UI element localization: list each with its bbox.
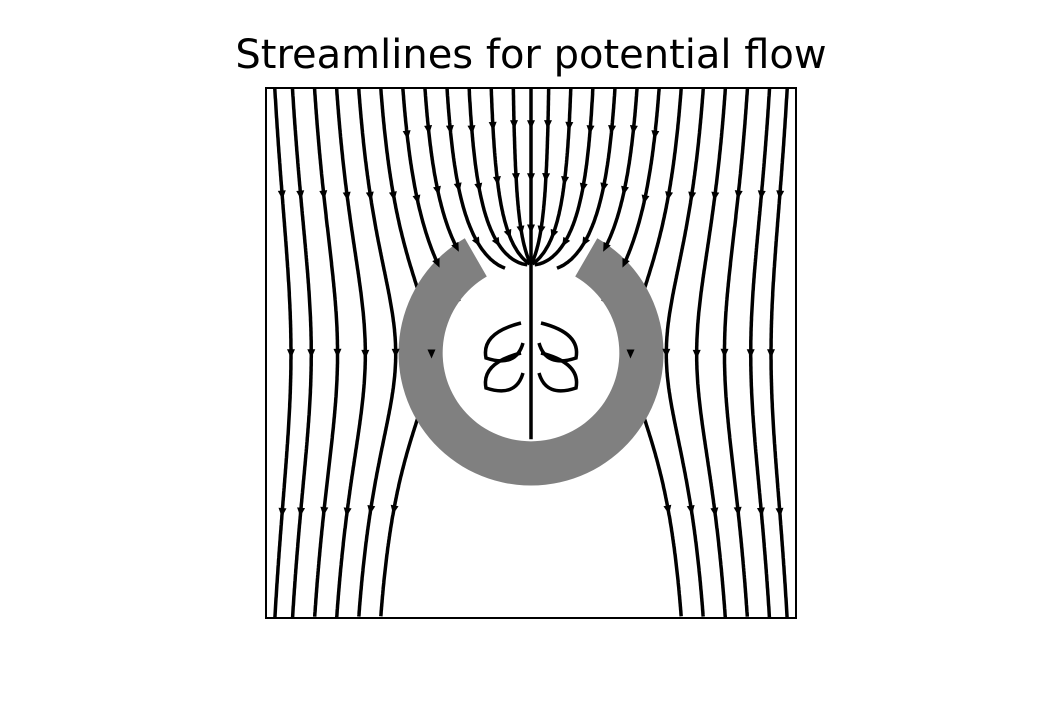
flow-arrow [278, 507, 287, 518]
flow-arrow [608, 125, 617, 135]
flow-arrow [527, 224, 535, 234]
flow-arrow [342, 191, 351, 202]
flow-arrow [582, 236, 591, 247]
flow-arrow [542, 172, 551, 183]
flow-arrow [343, 507, 352, 517]
flow-arrow [579, 182, 588, 193]
flow-arrow [503, 228, 512, 239]
annulus-shape [398, 238, 664, 486]
flow-arrow [720, 348, 729, 358]
flow-arrow [733, 506, 742, 517]
flow-arrow [665, 191, 674, 201]
flow-arrow [688, 191, 697, 201]
flow-arrow [622, 257, 630, 268]
flow-arrow [600, 182, 609, 192]
flow-arrow [711, 191, 720, 202]
flow-arrow [492, 176, 501, 186]
flow-arrow [307, 349, 316, 359]
flow-arrow [432, 257, 440, 268]
flow-arrow [296, 190, 305, 200]
flow-arrow [467, 125, 476, 135]
flow-arrow [757, 190, 766, 200]
flow-arrow [424, 125, 433, 135]
flow-arrow [710, 507, 719, 517]
flow-arrow [412, 194, 421, 205]
flow-arrow [686, 505, 695, 515]
flow-arrow [527, 120, 535, 130]
flow-arrow [390, 504, 399, 515]
flow-arrow [527, 173, 535, 183]
flow-arrow [767, 349, 776, 359]
flow-arrow [516, 225, 525, 235]
flow-arrow [734, 190, 743, 200]
interior-streamline [537, 351, 579, 393]
flow-arrow [510, 120, 519, 130]
flow-arrow [561, 176, 570, 186]
flow-arrow [488, 121, 497, 131]
flow-arrow [663, 504, 672, 515]
flow-arrow [662, 348, 671, 358]
interior-streamline [483, 351, 525, 393]
flow-arrow [550, 228, 559, 239]
flow-arrow [746, 349, 755, 359]
flow-arrow [621, 185, 629, 196]
chart-title: Streamlines for potential flow [235, 32, 826, 78]
flow-arrow [471, 236, 480, 247]
flow-arrow [388, 191, 397, 201]
plot-area [265, 87, 797, 619]
flow-arrow [641, 194, 650, 205]
flow-arrow [391, 348, 400, 358]
flow-arrow [629, 125, 638, 135]
flow-arrow [651, 130, 660, 140]
flow-arrow [367, 505, 376, 515]
flow-arrow [562, 236, 571, 247]
flow-arrow [277, 190, 286, 200]
flow-arrow [543, 120, 552, 130]
flow-arrow [333, 348, 342, 358]
flow-arrow [319, 190, 328, 200]
flow-arrow [603, 241, 611, 252]
flow-arrow [776, 190, 785, 200]
flow-arrows [277, 120, 785, 518]
flow-arrow [626, 349, 635, 359]
flow-arrow [692, 349, 701, 359]
flow-arrow [565, 121, 574, 131]
flow-arrow [453, 182, 462, 192]
flow-arrow [427, 349, 436, 359]
flow-arrow [511, 172, 520, 183]
flow-arrow [433, 185, 441, 196]
flow-arrow [365, 191, 374, 201]
flow-arrow [586, 125, 595, 135]
flow-arrow [775, 507, 784, 518]
flow-arrow [474, 182, 483, 193]
flow-arrow [445, 125, 454, 135]
flow-arrow [320, 506, 329, 517]
flow-arrow [286, 349, 295, 359]
flow-arrow [361, 349, 370, 359]
obstacle-annulus [398, 238, 664, 486]
flow-arrow [491, 236, 500, 247]
flow-arrow [756, 507, 765, 517]
flow-arrow [297, 507, 306, 517]
flow-arrow [402, 130, 411, 140]
flow-arrow [537, 225, 546, 235]
flow-arrow [451, 241, 459, 252]
